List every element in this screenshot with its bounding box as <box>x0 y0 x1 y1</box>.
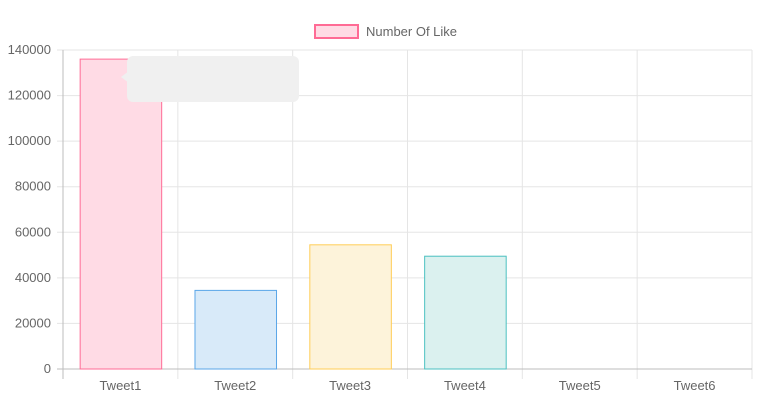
y-tick-label: 140000 <box>8 42 51 57</box>
x-tick-label: Tweet3 <box>329 378 371 393</box>
tooltip-caret <box>121 71 129 83</box>
bar-tweet1[interactable] <box>79 58 163 370</box>
x-tick-label: Tweet5 <box>559 378 601 393</box>
grid <box>57 49 753 379</box>
y-tick-label: 100000 <box>8 133 51 148</box>
x-tick-label: Tweet2 <box>214 378 256 393</box>
y-tick-label: 20000 <box>15 315 51 330</box>
axes <box>57 50 752 379</box>
tooltip <box>121 56 299 102</box>
x-tick-label: Tweet1 <box>99 378 141 393</box>
y-tick-label: 40000 <box>15 270 51 285</box>
legend-label[interactable]: Number Of Like <box>366 24 457 39</box>
tooltip-box <box>127 56 299 102</box>
y-tick-label: 120000 <box>8 88 51 103</box>
bar-tweet4[interactable] <box>424 255 507 370</box>
bars <box>79 58 507 370</box>
bar-tweet2[interactable] <box>194 289 278 370</box>
tick-labels: 0 20000 40000 60000 80000 100000 120000 140000 T… <box>8 42 716 393</box>
y-tick-label: 80000 <box>15 179 51 194</box>
legend-swatch[interactable] <box>314 24 359 39</box>
x-tick-label: Tweet4 <box>444 378 486 393</box>
y-tick-label: 60000 <box>15 224 51 239</box>
x-tick-label: Tweet6 <box>674 378 716 393</box>
legend[interactable]: Number Of Like <box>314 24 457 39</box>
bar-tweet3[interactable] <box>309 244 392 370</box>
y-tick-label: 0 <box>44 361 51 376</box>
